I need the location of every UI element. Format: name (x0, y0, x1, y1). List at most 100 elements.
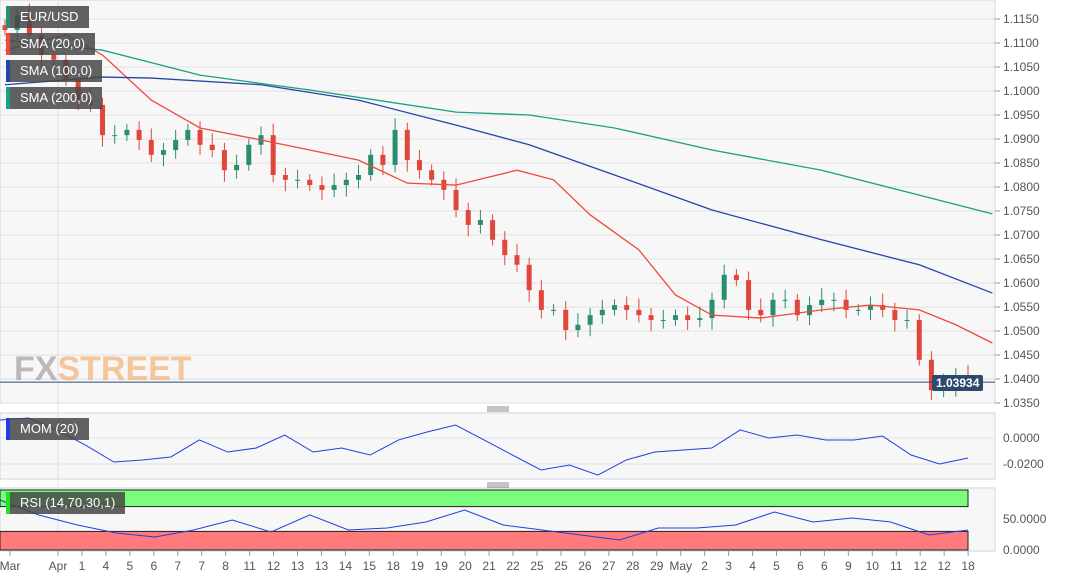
x-tick-label: 5 (127, 559, 134, 573)
mom-panel (0, 412, 996, 480)
candle-body (270, 135, 276, 175)
candle-body (234, 164, 240, 171)
price-panel (0, 0, 996, 404)
candle-body (648, 315, 654, 320)
x-tick-label: 21 (482, 559, 496, 573)
sma100-label[interactable]: SMA (100,0) (6, 60, 103, 82)
current-price-label: 1.03934 (932, 375, 984, 391)
candle-body (709, 299, 715, 319)
y-tick-label: 1.1000 (1003, 84, 1040, 98)
candle-body (770, 299, 776, 316)
candle-body (197, 129, 203, 145)
x-tick-label: 18 (387, 559, 401, 573)
candle-body (538, 290, 544, 310)
x-tick-label: 7 (198, 559, 205, 573)
candle-body (624, 305, 630, 310)
mom-label[interactable]: MOM (20) (6, 418, 89, 440)
y-tick-label: 1.1050 (1003, 60, 1040, 74)
rsi-oversold-band (0, 530, 969, 551)
candle-body (307, 179, 313, 186)
candle-body (526, 264, 532, 291)
x-tick-label: 9 (845, 559, 852, 573)
x-tick-label: 19 (411, 559, 425, 573)
candle-body (563, 309, 569, 331)
rsi-tick-label: 50.0000 (1003, 512, 1047, 526)
candle-body (477, 220, 483, 225)
mom-tick-label: 0.0000 (1003, 431, 1040, 445)
x-tick-label: May (669, 559, 692, 573)
y-tick-label: 1.0550 (1003, 300, 1040, 314)
candle-body (282, 175, 288, 180)
candle-body (928, 359, 934, 391)
x-tick-label: 18 (961, 559, 975, 573)
x-tick-label: Mar (0, 559, 20, 573)
y-tick-label: 1.0900 (1003, 132, 1040, 146)
candle-body (916, 319, 922, 360)
sma200-label[interactable]: SMA (200,0) (6, 87, 103, 109)
x-tick-label: 20 (458, 559, 472, 573)
y-tick-label: 1.0800 (1003, 180, 1040, 194)
candle-body (611, 305, 617, 310)
candle-body (429, 170, 435, 180)
x-tick-label: 15 (363, 559, 377, 573)
x-tick-label: 8 (222, 559, 229, 573)
candle-body (880, 305, 886, 310)
candle-body (356, 175, 362, 180)
x-tick-label: 3 (725, 559, 732, 573)
x-tick-label: Apr (49, 559, 68, 573)
candle-body (514, 255, 520, 265)
candle-body (831, 299, 837, 301)
candle-body (221, 150, 227, 171)
candle-body (209, 144, 215, 151)
y-tick-label: 1.0600 (1003, 276, 1040, 290)
x-tick-label: 5 (773, 559, 780, 573)
candle-body (465, 210, 471, 225)
x-tick-label: 2 (701, 559, 708, 573)
candle-body (453, 189, 459, 211)
y-tick-label: 1.0350 (1003, 396, 1040, 410)
y-tick-label: 1.0650 (1003, 252, 1040, 266)
x-tick-label: 13 (291, 559, 305, 573)
y-tick-label: 1.0750 (1003, 204, 1040, 218)
symbol-label[interactable]: EUR/USD (6, 6, 89, 28)
x-tick-label: 10 (866, 559, 880, 573)
candle-body (599, 309, 605, 316)
candle-body (855, 309, 861, 311)
candle-body (160, 150, 166, 155)
y-tick-label: 1.0700 (1003, 228, 1040, 242)
candle-body (636, 309, 642, 316)
x-tick-label: 7 (174, 559, 181, 573)
y-tick-label: 1.1150 (1003, 12, 1039, 26)
candle-body (343, 179, 349, 186)
y-tick-label: 1.0850 (1003, 156, 1040, 170)
rsi-label[interactable]: RSI (14,70,30,1) (6, 492, 126, 514)
sma-line-1 (4, 76, 993, 294)
candle-body (112, 135, 118, 137)
candle-body (404, 129, 410, 161)
candle-body (746, 280, 752, 310)
candle-body (794, 299, 800, 316)
x-tick-label: 4 (103, 559, 110, 573)
candle-body (672, 315, 678, 320)
sma20-label[interactable]: SMA (20,0) (6, 33, 96, 55)
y-tick-label: 1.0450 (1003, 348, 1040, 362)
x-tick-label: 19 (435, 559, 449, 573)
candle-body (185, 129, 191, 140)
x-tick-label: 13 (315, 559, 329, 573)
y-tick-label: 1.0400 (1003, 372, 1040, 386)
candle-body (575, 324, 581, 331)
x-tick-label: 12 (267, 559, 281, 573)
candle-body (782, 299, 788, 301)
candle-body (867, 305, 873, 310)
x-tick-label: 25 (554, 559, 568, 573)
x-tick-label: 11 (890, 559, 903, 573)
x-tick-label: 22 (506, 559, 520, 573)
x-tick-label: 4 (749, 559, 756, 573)
candle-body (587, 315, 593, 325)
candle-body (502, 239, 508, 256)
x-tick-label: 1 (79, 559, 86, 573)
candle-body (100, 104, 106, 136)
candle-body (124, 129, 130, 136)
candle-body (721, 274, 727, 300)
